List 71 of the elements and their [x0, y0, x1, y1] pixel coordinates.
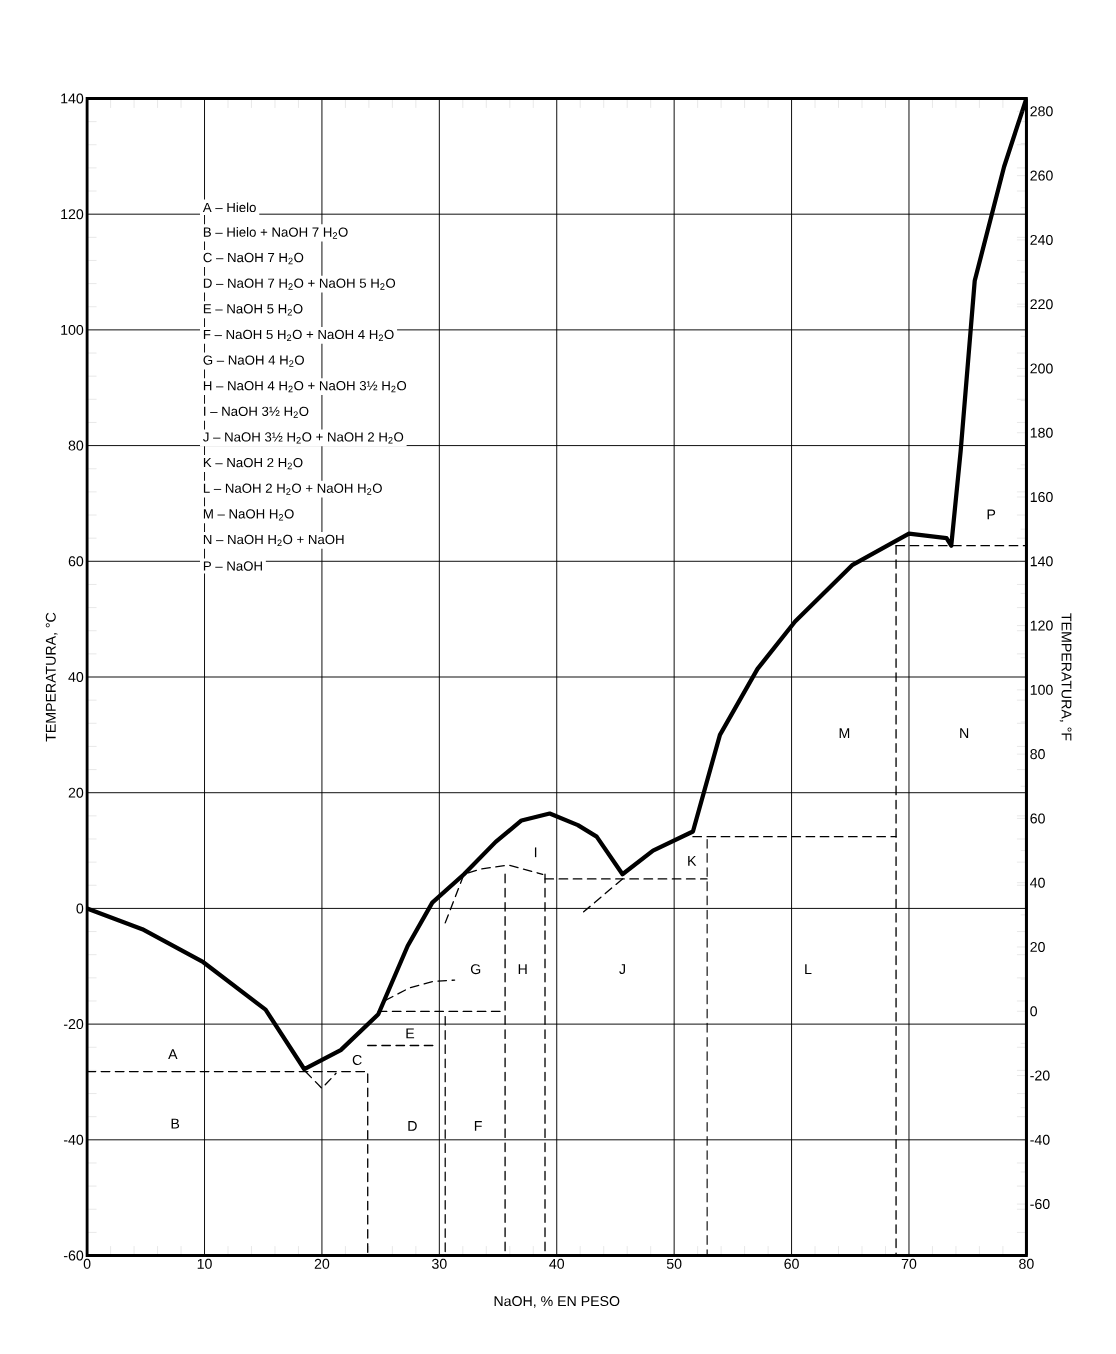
y2-tick-label: -60 — [1030, 1199, 1050, 1210]
annotation: L – NaOH 2 H$_{2}$O + NaOH H$_{2}$O — [203, 483, 382, 495]
x-tick-label: 70 — [901, 1258, 917, 1269]
y-tick-label: 20 — [68, 787, 84, 798]
annotation: E – NaOH 5 H$_{2}$O — [203, 304, 303, 316]
annotation: D — [408, 1121, 417, 1131]
y-tick-label: 120 — [61, 209, 84, 220]
y2-tick-label: 220 — [1030, 299, 1053, 310]
y-tick-label: 140 — [61, 93, 84, 104]
y2-tick-label: 80 — [1030, 749, 1045, 760]
y2-tick-label: -40 — [1030, 1134, 1050, 1145]
y2-tick-label: -20 — [1030, 1070, 1050, 1081]
y2-tick-label: 20 — [1030, 941, 1045, 952]
y2-tick-label: 140 — [1030, 556, 1053, 567]
x-axis-title: NaOH, % EN PESO — [494, 1296, 620, 1308]
x-tick-label: 60 — [784, 1258, 799, 1269]
y2-tick-label: 40 — [1029, 877, 1045, 888]
annotation: H – NaOH 4 H$_{2}$O + NaOH 3½ H$_{2}$O — [203, 381, 406, 393]
x-tick-label: 20 — [314, 1258, 330, 1269]
x-tick-label: 80 — [1018, 1258, 1034, 1269]
y-tick-label: -40 — [63, 1134, 84, 1145]
annotation: P – NaOH — [203, 561, 262, 571]
annotation: J – NaOH 3½ H$_{2}$O + NaOH 2 H$_{2}$O — [202, 432, 403, 444]
y-axis-title: TEMPERATURA, °C — [45, 612, 58, 742]
annotation: K – NaOH 2 H$_{2}$O — [203, 457, 303, 470]
annotation: P — [987, 509, 995, 520]
x-tick-label: 10 — [197, 1258, 212, 1269]
annotation: A — [167, 1049, 178, 1060]
y2-tick-label: 240 — [1030, 234, 1053, 245]
annotation: G — [470, 964, 481, 975]
y2-tick-label: 60 — [1030, 813, 1045, 824]
y2-tick-label: 180 — [1030, 427, 1053, 438]
annotation: G – NaOH 4 H$_{2}$O — [203, 355, 304, 367]
annotation: C – NaOH 7 H$_{2}$O — [203, 252, 304, 265]
y-tick-label: 0 — [76, 903, 84, 914]
annotation: B – Hielo + NaOH 7 H$_{2}$O — [203, 227, 348, 239]
annotation: A – Hielo — [202, 202, 256, 213]
annotation: N — [960, 728, 968, 738]
x-tick-label: 30 — [431, 1258, 447, 1269]
annotation: C — [352, 1054, 362, 1065]
annotation: J — [619, 964, 625, 975]
y2-tick-label: 260 — [1030, 170, 1053, 181]
annotation: H — [518, 964, 527, 975]
x-tick-label: 0 — [83, 1258, 91, 1269]
y-tick-label: 60 — [68, 556, 84, 567]
y-tick-label: -60 — [63, 1250, 84, 1261]
y2-tick-label: 280 — [1030, 106, 1053, 117]
annotation: D – NaOH 7 H$_{2}$O + NaOH 5 H$_{2}$O — [203, 278, 395, 290]
y-tick-label: 80 — [68, 440, 84, 451]
y-tick-label: 100 — [61, 324, 84, 335]
y2-tick-label: 120 — [1030, 620, 1053, 631]
annotation: E — [406, 1028, 414, 1039]
annotation: F – NaOH 5 H$_{2}$O + NaOH 4 H$_{2}$O — [203, 329, 394, 342]
y2-tick-label: 100 — [1030, 684, 1053, 695]
annotation: I — [534, 847, 537, 858]
annotation: M – NaOH H$_{2}$O — [203, 509, 294, 521]
y-tick-label: 40 — [68, 671, 84, 683]
annotation: N – NaOH H$_{2}$O + NaOH — [203, 534, 344, 547]
y2-tick-label: 160 — [1030, 492, 1053, 503]
annotation: F — [474, 1121, 482, 1131]
y2-axis-title: TEMPERATURA, °F — [1059, 613, 1072, 741]
y2-tick-label: 0 — [1030, 1006, 1037, 1017]
annotation: K — [688, 856, 697, 866]
annotation: I – NaOH 3½ H$_{2}$O — [203, 406, 309, 418]
y-tick-label: -20 — [63, 1019, 84, 1030]
annotation: B — [171, 1118, 179, 1129]
x-tick-label: 40 — [549, 1258, 564, 1269]
x-tick-label: 50 — [666, 1258, 682, 1269]
y2-tick-label: 200 — [1030, 363, 1053, 374]
annotation: M — [839, 728, 849, 738]
annotation: L — [805, 964, 812, 975]
